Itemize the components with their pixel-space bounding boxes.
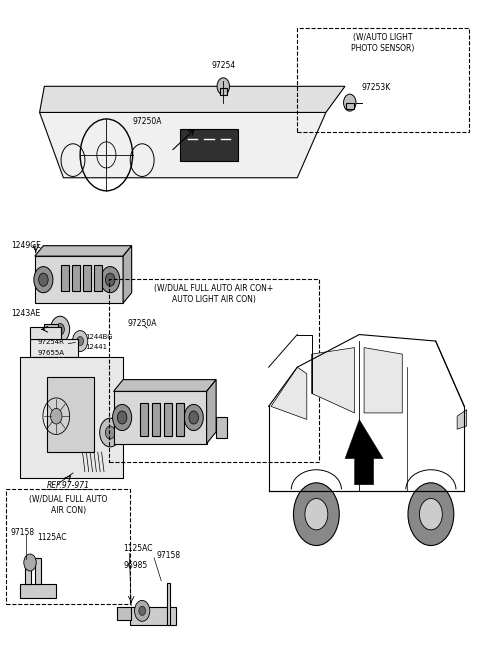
Circle shape: [134, 600, 150, 621]
Polygon shape: [206, 380, 216, 443]
Text: 1243AE: 1243AE: [11, 309, 40, 318]
Bar: [130, 607, 176, 625]
Polygon shape: [312, 348, 355, 413]
Circle shape: [56, 323, 64, 335]
Bar: [83, 265, 91, 291]
Circle shape: [189, 411, 199, 424]
Bar: [72, 265, 80, 291]
Circle shape: [305, 499, 328, 530]
Circle shape: [100, 418, 120, 447]
Polygon shape: [114, 380, 216, 392]
Text: 97250A: 97250A: [128, 319, 157, 328]
Text: (W/AUTO LIGHT
PHOTO SENSOR): (W/AUTO LIGHT PHOTO SENSOR): [351, 33, 415, 53]
Text: 97253K: 97253K: [362, 83, 391, 92]
Polygon shape: [35, 246, 132, 256]
Bar: [117, 607, 131, 620]
Text: 97158: 97158: [11, 528, 35, 537]
Bar: [21, 358, 123, 478]
Text: 12441: 12441: [85, 344, 107, 350]
Polygon shape: [123, 246, 132, 303]
Text: REF.97-971: REF.97-971: [47, 481, 90, 490]
Bar: [109, 279, 319, 462]
Polygon shape: [39, 87, 345, 112]
Circle shape: [24, 554, 36, 571]
Bar: [61, 265, 69, 291]
Bar: [180, 129, 238, 161]
Circle shape: [113, 405, 132, 430]
Bar: [94, 265, 102, 291]
Circle shape: [420, 499, 443, 530]
Text: 96985: 96985: [123, 561, 147, 569]
Text: 1249GE: 1249GE: [11, 241, 41, 251]
Circle shape: [101, 266, 120, 293]
Circle shape: [293, 483, 339, 546]
Bar: [176, 403, 184, 436]
Bar: [168, 583, 170, 625]
Bar: [152, 403, 160, 436]
Bar: [47, 377, 95, 452]
Text: 97655A: 97655A: [37, 350, 64, 356]
Circle shape: [344, 94, 356, 111]
Text: (W/DUAL FULL AUTO
AIR CON): (W/DUAL FULL AUTO AIR CON): [29, 495, 108, 515]
Bar: [216, 417, 227, 438]
Bar: [21, 584, 56, 598]
Text: 97254: 97254: [211, 61, 236, 70]
Text: 97158: 97158: [156, 551, 180, 560]
Circle shape: [50, 316, 70, 342]
Bar: [164, 403, 172, 436]
Text: 97250A: 97250A: [132, 117, 162, 126]
Circle shape: [139, 606, 145, 615]
Circle shape: [184, 405, 203, 430]
Text: 97254R: 97254R: [37, 339, 64, 345]
Bar: [35, 256, 123, 303]
Polygon shape: [39, 112, 326, 178]
Polygon shape: [271, 367, 307, 419]
Bar: [44, 324, 58, 336]
Circle shape: [217, 78, 229, 95]
Bar: [35, 558, 40, 584]
Bar: [346, 102, 354, 109]
Text: (W/DUAL FULL AUTO AIR CON+
AUTO LIGHT AIR CON): (W/DUAL FULL AUTO AIR CON+ AUTO LIGHT AI…: [154, 284, 274, 304]
Bar: [297, 28, 469, 132]
Circle shape: [408, 483, 454, 546]
Text: 1125AC: 1125AC: [123, 544, 153, 554]
Polygon shape: [345, 419, 383, 485]
Circle shape: [117, 411, 127, 424]
Bar: [140, 403, 148, 436]
Bar: [220, 89, 227, 95]
Bar: [30, 339, 78, 358]
Polygon shape: [457, 409, 467, 429]
Bar: [114, 392, 206, 443]
Bar: [30, 327, 61, 339]
Text: 1244BG: 1244BG: [85, 334, 112, 340]
Text: 1125AC: 1125AC: [37, 533, 67, 542]
Polygon shape: [364, 348, 402, 413]
Circle shape: [50, 408, 62, 424]
Circle shape: [34, 266, 53, 293]
Circle shape: [72, 331, 88, 352]
Bar: [25, 558, 31, 584]
Bar: [6, 489, 130, 604]
Circle shape: [106, 273, 115, 286]
Circle shape: [77, 337, 84, 346]
Circle shape: [38, 273, 48, 286]
Circle shape: [106, 426, 115, 439]
